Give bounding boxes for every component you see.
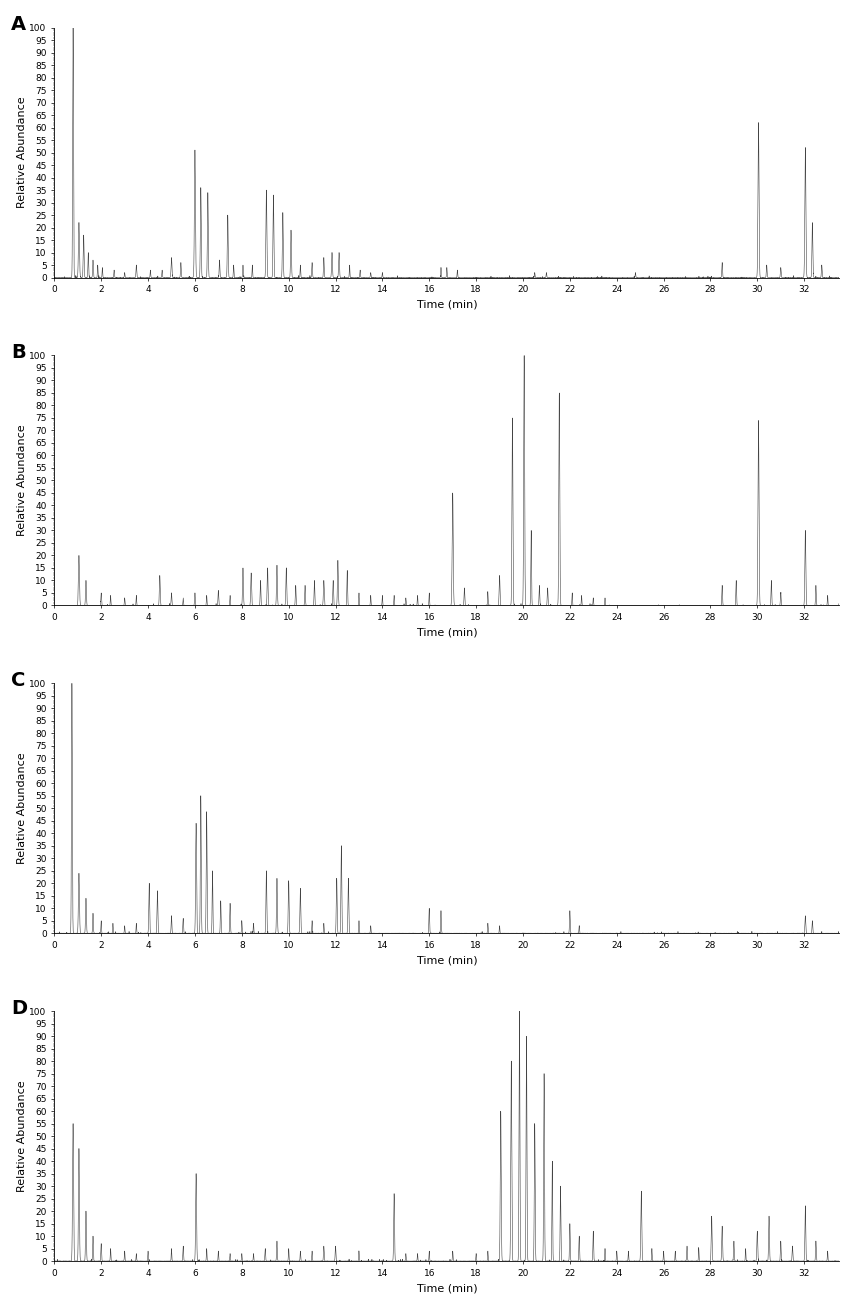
X-axis label: Time (min): Time (min) bbox=[417, 627, 477, 638]
Text: B: B bbox=[11, 343, 26, 362]
X-axis label: Time (min): Time (min) bbox=[417, 955, 477, 965]
Y-axis label: Relative Abundance: Relative Abundance bbox=[16, 752, 27, 865]
X-axis label: Time (min): Time (min) bbox=[417, 300, 477, 309]
Text: D: D bbox=[11, 998, 27, 1018]
Y-axis label: Relative Abundance: Relative Abundance bbox=[16, 97, 27, 208]
X-axis label: Time (min): Time (min) bbox=[417, 1284, 477, 1293]
Y-axis label: Relative Abundance: Relative Abundance bbox=[16, 1081, 27, 1192]
Text: C: C bbox=[11, 671, 26, 690]
Text: A: A bbox=[11, 16, 27, 34]
Y-axis label: Relative Abundance: Relative Abundance bbox=[16, 424, 27, 536]
